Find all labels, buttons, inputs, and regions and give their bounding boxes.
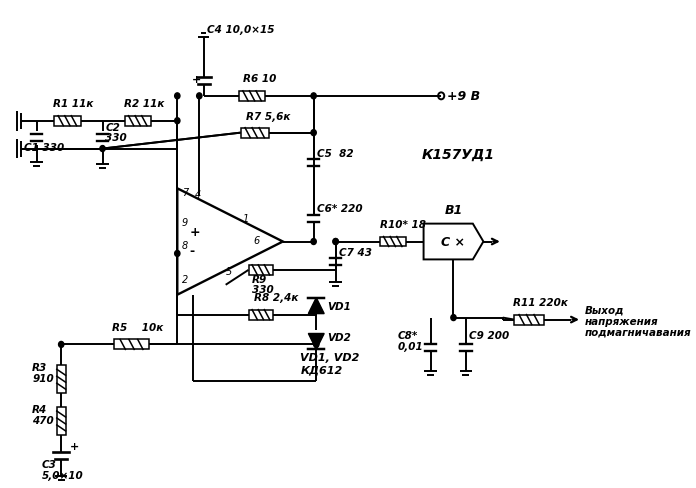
Text: VD2: VD2 <box>327 333 351 344</box>
Circle shape <box>197 93 202 99</box>
Text: Выход: Выход <box>585 305 624 316</box>
Text: 2: 2 <box>182 275 188 285</box>
Text: R2 11к: R2 11к <box>124 99 164 109</box>
Text: R5    10к: R5 10к <box>112 323 164 332</box>
Circle shape <box>311 239 316 244</box>
Circle shape <box>311 93 316 99</box>
Text: 5: 5 <box>226 267 232 277</box>
Bar <box>248 265 273 275</box>
Text: +: + <box>192 75 202 85</box>
Text: C4 10,0×15: C4 10,0×15 <box>207 25 275 35</box>
Text: C7 43: C7 43 <box>339 248 372 258</box>
Text: 330: 330 <box>105 133 127 142</box>
Text: R1 11к: R1 11к <box>54 99 94 109</box>
Polygon shape <box>308 298 324 314</box>
Circle shape <box>175 118 180 123</box>
Text: 9: 9 <box>182 218 188 227</box>
Text: 1: 1 <box>242 214 248 224</box>
Text: +: + <box>189 225 200 239</box>
Bar <box>114 340 149 349</box>
Bar <box>57 407 65 435</box>
Text: R9: R9 <box>252 275 267 285</box>
Text: К157УД1: К157УД1 <box>422 147 495 162</box>
Circle shape <box>333 239 338 244</box>
Circle shape <box>314 342 319 347</box>
Bar <box>379 237 406 246</box>
Text: подмагничавания: подмагничавания <box>585 327 691 338</box>
Text: R7 5,6к: R7 5,6к <box>246 112 290 122</box>
Text: R6 10: R6 10 <box>244 74 276 84</box>
Bar <box>514 315 544 325</box>
Text: -: - <box>189 245 195 259</box>
Bar <box>239 91 265 101</box>
Bar <box>57 366 65 393</box>
Circle shape <box>175 250 180 256</box>
Text: VD1, VD2: VD1, VD2 <box>301 353 360 364</box>
Text: C8*: C8* <box>397 331 418 342</box>
Text: +: + <box>70 442 79 452</box>
Text: 4: 4 <box>195 190 201 200</box>
Circle shape <box>58 342 64 347</box>
Text: C2: C2 <box>105 122 120 133</box>
Polygon shape <box>308 333 324 349</box>
Text: 910: 910 <box>32 374 54 384</box>
Circle shape <box>175 93 180 99</box>
Text: R4: R4 <box>32 405 47 415</box>
Bar <box>241 128 269 138</box>
Text: 6: 6 <box>254 236 260 245</box>
Text: R3: R3 <box>32 363 47 373</box>
Text: C1 330: C1 330 <box>24 142 65 153</box>
Text: C6* 220: C6* 220 <box>317 204 363 214</box>
Bar <box>54 116 81 126</box>
Circle shape <box>311 130 316 136</box>
Text: 330: 330 <box>252 285 274 295</box>
Circle shape <box>100 145 105 152</box>
Text: +9 В: +9 В <box>448 90 480 103</box>
Text: R8 2,4к: R8 2,4к <box>254 293 298 303</box>
Text: VD1: VD1 <box>327 302 351 312</box>
Text: 0,01: 0,01 <box>397 343 423 352</box>
Bar <box>125 116 151 126</box>
Text: B1: B1 <box>445 203 463 217</box>
Text: R11 220к: R11 220к <box>513 298 568 307</box>
Text: 7: 7 <box>182 188 188 198</box>
Text: 5,0×10: 5,0×10 <box>42 470 84 481</box>
Text: C5  82: C5 82 <box>317 148 354 159</box>
Text: 470: 470 <box>32 416 54 426</box>
Text: C9 200: C9 200 <box>469 331 509 342</box>
Bar <box>248 309 273 320</box>
Text: С ×: С × <box>441 237 465 249</box>
Circle shape <box>451 315 456 321</box>
Text: C3: C3 <box>42 460 56 470</box>
Text: КД612: КД612 <box>301 365 342 375</box>
Text: 8: 8 <box>182 242 188 251</box>
Text: напряжения: напряжения <box>585 317 658 326</box>
Circle shape <box>333 239 338 244</box>
Text: R10* 18: R10* 18 <box>379 220 425 229</box>
